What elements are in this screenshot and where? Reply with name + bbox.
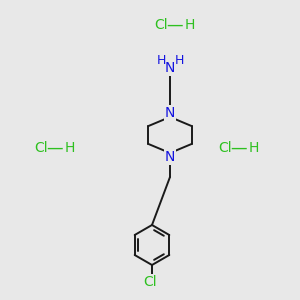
- Text: —: —: [231, 139, 247, 157]
- Text: Cl: Cl: [34, 141, 48, 155]
- Text: H: H: [249, 141, 260, 155]
- Text: Cl: Cl: [218, 141, 232, 155]
- Text: Cl: Cl: [143, 275, 157, 289]
- Text: N: N: [165, 106, 175, 120]
- Text: N: N: [165, 61, 175, 75]
- Text: H: H: [185, 18, 195, 32]
- Text: —: —: [47, 139, 63, 157]
- Text: H: H: [65, 141, 75, 155]
- Text: N: N: [165, 150, 175, 164]
- Text: Cl: Cl: [154, 18, 168, 32]
- Text: —: —: [167, 16, 183, 34]
- Text: H: H: [156, 53, 166, 67]
- Text: H: H: [174, 53, 184, 67]
